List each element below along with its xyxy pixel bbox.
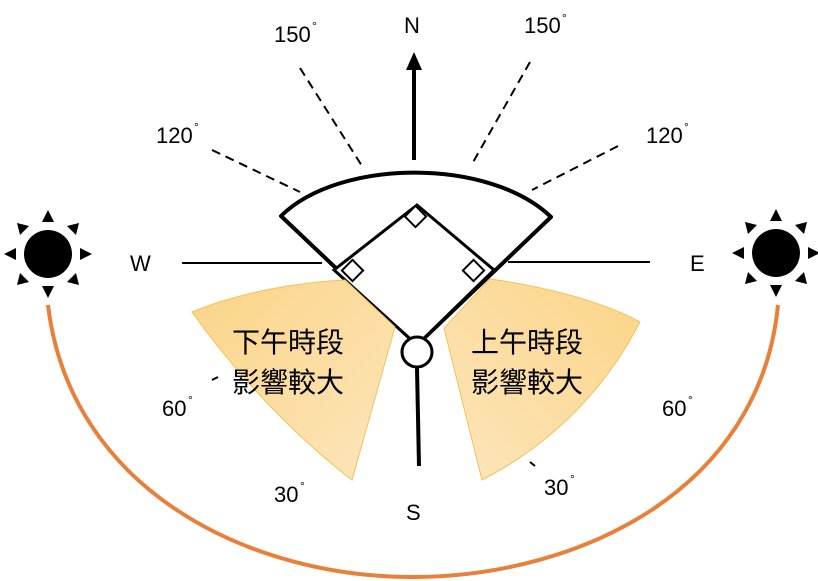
angle-guide-lines <box>211 61 619 193</box>
line-150-left <box>299 67 363 167</box>
first-base <box>461 258 486 283</box>
afternoon-zone <box>191 279 396 481</box>
degree-mark: ° <box>300 479 305 493</box>
afternoon-label-line2: 影響較大 <box>232 366 344 399</box>
west-label: W <box>130 251 151 276</box>
north-label: N <box>404 13 420 38</box>
degree-mark: ° <box>562 11 567 25</box>
morning-label-line2: 影響較大 <box>471 366 583 399</box>
angle-label-30-right: 30 <box>544 475 568 500</box>
angle-label-120-right: 120 <box>646 123 683 148</box>
sun-icon <box>732 209 818 297</box>
degree-mark: ° <box>312 19 317 33</box>
tick-30-right <box>529 461 536 467</box>
degree-mark: ° <box>570 472 575 486</box>
degree-mark: ° <box>688 393 693 407</box>
line-120-left <box>211 149 301 193</box>
angle-label-60-left: 60 <box>162 396 186 421</box>
morning-zone <box>443 278 641 481</box>
line-120-right <box>531 145 619 191</box>
angle-label-120-left: 120 <box>156 123 193 148</box>
morning-label-line1: 上午時段 <box>471 326 583 359</box>
second-base <box>403 204 428 229</box>
angle-label-150-left: 150 <box>274 22 311 47</box>
degree-mark: ° <box>188 393 193 407</box>
afternoon-label-line1: 下午時段 <box>232 326 344 359</box>
degree-mark: ° <box>194 120 199 134</box>
home-plate-circle <box>400 335 434 369</box>
east-label: E <box>690 251 705 276</box>
angle-label-150-right: 150 <box>524 13 561 38</box>
degree-mark: ° <box>684 120 689 134</box>
sun-icon <box>4 210 92 298</box>
south-line <box>415 367 421 467</box>
north-arrow-icon <box>406 52 422 70</box>
tick-60-left <box>211 376 219 381</box>
sun-path-arc <box>46 304 780 580</box>
angle-label-60-right: 60 <box>662 396 686 421</box>
third-base <box>340 258 365 283</box>
angle-label-30-left: 30 <box>274 482 298 507</box>
line-150-right <box>471 61 531 165</box>
south-label: S <box>406 500 421 525</box>
